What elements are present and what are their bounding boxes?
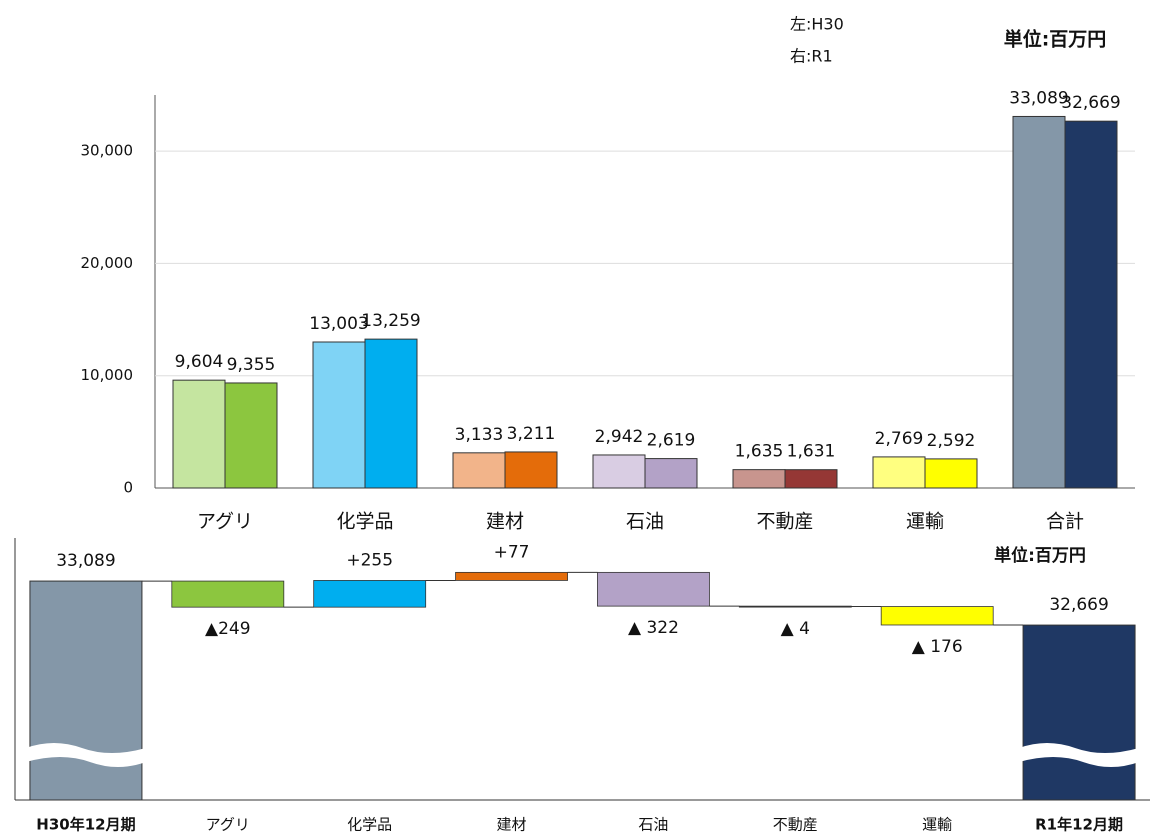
bar: [1022, 624, 1136, 801]
bar: [738, 605, 852, 608]
x-tick-label: 建材: [497, 816, 527, 834]
bar: [171, 580, 285, 608]
x-tick-label: アグリ: [206, 816, 250, 834]
value-label: 32,669: [1061, 93, 1120, 113]
bar: [364, 338, 418, 489]
bar: [172, 379, 226, 489]
bar: [784, 469, 838, 489]
x-tick-label: 不動産: [773, 816, 818, 834]
bar: [597, 571, 710, 607]
bar: [732, 469, 786, 489]
bar: [924, 458, 978, 489]
value-label: 3,133: [455, 425, 504, 445]
value-label: +77: [494, 542, 530, 562]
bar: [872, 456, 926, 489]
value-label: 32,669: [1049, 595, 1108, 615]
bar: [592, 454, 646, 489]
x-tick-label: 建材: [486, 511, 524, 533]
value-label: +255: [346, 550, 393, 570]
value-label: 1,635: [735, 442, 784, 462]
y-tick-label: 30,000: [81, 142, 134, 160]
x-tick-label: 不動産: [756, 511, 813, 533]
bar: [452, 452, 506, 489]
value-label: 13,259: [361, 311, 420, 331]
unit-label: 単位:百万円: [994, 545, 1086, 566]
bar: [644, 458, 698, 489]
x-tick-label: 合計: [1046, 511, 1084, 533]
x-tick-label: 運輸: [906, 511, 944, 533]
legend-left: 左:H30: [790, 15, 844, 34]
bar: [455, 571, 568, 581]
value-label: 3,211: [507, 424, 556, 444]
bar: [504, 451, 558, 489]
value-label: 9,604: [175, 352, 224, 372]
value-label: 9,355: [227, 355, 276, 375]
value-label: 1,631: [787, 442, 836, 462]
value-label: 2,592: [927, 431, 976, 451]
x-tick-label: 石油: [638, 816, 668, 834]
x-tick-label: 化学品: [347, 816, 392, 834]
bar: [312, 341, 366, 489]
x-tick-label: 運輸: [922, 816, 952, 834]
bar: [1012, 115, 1066, 489]
bar: [1064, 120, 1118, 489]
x-tick-label: 石油: [626, 511, 664, 533]
bar: [880, 606, 994, 626]
axis-break: [1019, 743, 1140, 767]
value-label: 2,769: [875, 429, 924, 449]
y-tick-label: 10,000: [81, 366, 134, 384]
value-label: 33,089: [56, 551, 115, 571]
value-label: ▲ 176: [912, 637, 963, 657]
legend-right: 右:R1: [790, 47, 833, 66]
bar: [313, 580, 427, 608]
x-tick-label: H30年12月期: [36, 816, 135, 834]
value-label: 33,089: [1009, 88, 1068, 108]
bar: [224, 382, 278, 489]
value-label: ▲249: [205, 619, 251, 639]
value-label: ▲ 322: [628, 618, 679, 638]
value-label: 13,003: [309, 314, 368, 334]
bar: [29, 580, 143, 801]
x-tick-label: R1年12月期: [1035, 816, 1123, 834]
y-tick-label: 0: [123, 479, 133, 497]
x-tick-label: 化学品: [336, 511, 393, 533]
y-tick-label: 20,000: [81, 254, 134, 272]
axis-break: [25, 743, 146, 767]
value-label: ▲ 4: [781, 619, 810, 639]
value-label: 2,619: [647, 431, 696, 451]
unit-label: 単位:百万円: [1004, 28, 1107, 51]
value-label: 2,942: [595, 427, 644, 447]
x-tick-label: アグリ: [197, 511, 253, 533]
